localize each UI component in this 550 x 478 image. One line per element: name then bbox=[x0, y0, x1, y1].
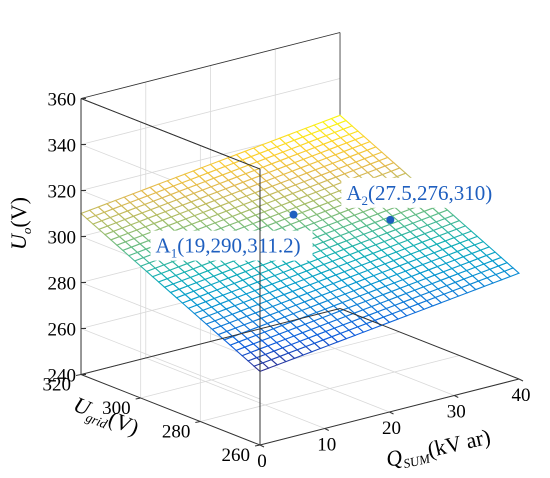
box-edge bbox=[80, 308, 341, 375]
tick-mark bbox=[135, 397, 141, 400]
box-edge bbox=[80, 374, 261, 446]
data-points: A1(19,290,311.2) A2(27.5,276,310) bbox=[150, 177, 504, 261]
box-edge bbox=[339, 308, 520, 380]
x-tick-label: 0 bbox=[257, 451, 267, 472]
z-tick-label: 360 bbox=[48, 90, 77, 111]
label-box bbox=[341, 177, 504, 208]
z-tick-label: 260 bbox=[48, 320, 77, 341]
point-label-A1: A1(19,290,311.2) bbox=[156, 234, 301, 261]
z-tick-label: 240 bbox=[48, 366, 77, 387]
z-tick-label: 340 bbox=[48, 136, 77, 157]
point-label-A2: A2(27.5,276,310) bbox=[346, 181, 492, 208]
grid-line bbox=[80, 328, 261, 400]
tick-mark bbox=[324, 428, 329, 431]
y-tick-label: 300 bbox=[102, 398, 131, 419]
surface-cell bbox=[330, 114, 348, 125]
x-tick-label: 10 bbox=[317, 435, 336, 456]
z-tick-label: 300 bbox=[48, 228, 77, 249]
box-edge bbox=[80, 32, 341, 99]
point-A1 bbox=[289, 210, 298, 219]
tick-mark bbox=[195, 421, 201, 423]
y-tick-label: 280 bbox=[162, 422, 191, 443]
z-tick-label: 320 bbox=[48, 182, 77, 203]
tick-labels: 0102030402602803003202402602803003203403… bbox=[43, 90, 531, 473]
tick-mark bbox=[389, 411, 394, 415]
y-tick-label: 320 bbox=[43, 375, 72, 396]
tick-mark bbox=[454, 395, 459, 398]
grid-line bbox=[200, 355, 460, 422]
tick-mark bbox=[259, 444, 265, 448]
y-tick-label: 260 bbox=[222, 445, 251, 466]
x-tick-label: 30 bbox=[447, 402, 466, 423]
point-A2 bbox=[386, 215, 395, 224]
front-box-lines bbox=[75, 98, 524, 448]
label-box bbox=[150, 230, 313, 261]
surface-mesh bbox=[79, 114, 521, 373]
x-tick-label: 20 bbox=[382, 418, 401, 439]
z-axis-label: Uo(V) bbox=[6, 197, 34, 250]
x-tick-label: 40 bbox=[512, 385, 531, 406]
box-edge bbox=[80, 98, 261, 170]
tick-mark bbox=[75, 374, 82, 376]
tick-mark bbox=[518, 378, 524, 382]
z-tick-label: 280 bbox=[48, 274, 77, 295]
tick-mark bbox=[254, 444, 261, 447]
grid-line bbox=[145, 357, 325, 429]
